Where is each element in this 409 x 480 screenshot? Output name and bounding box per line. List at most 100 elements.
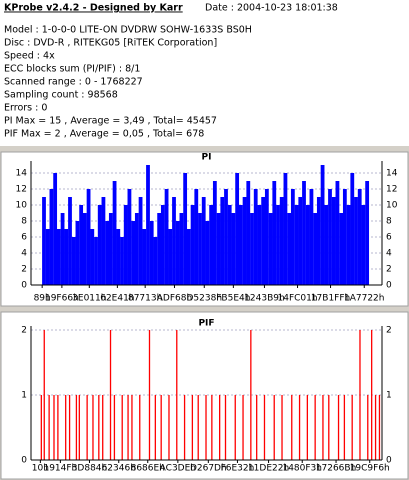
y-tick-label-right: 10 [386,201,398,211]
bar [101,197,106,285]
bar [97,205,102,285]
bar [346,205,351,285]
bar [250,213,254,285]
bar [78,395,80,460]
x-tick-label: 1A7722h [344,294,385,304]
bar [168,229,173,285]
bar [176,330,178,460]
y-tick-label: 14 [16,169,28,179]
y-tick-label-right: 12 [386,185,397,195]
bar [127,395,129,460]
bar [328,395,330,460]
x-tick-label: 19C9F6h [350,464,390,474]
x-tick-label: 1914Fh [43,464,77,474]
bar [157,213,162,285]
bar [79,205,84,285]
bar [224,189,228,285]
bar [322,395,324,460]
bar [121,395,123,460]
bar [331,197,336,285]
bar [291,395,293,460]
bar [138,197,143,285]
bar [235,173,240,285]
y-tick-label-right: 4 [386,249,392,259]
y-tick-label: 12 [16,185,27,195]
bar [94,237,98,285]
bar [131,221,136,285]
bar [109,330,112,460]
chart-title: PI [202,153,212,163]
bar [42,197,46,285]
x-tick-label: 8686Eh [131,464,165,474]
x-tick-label: 1480F3h [282,464,322,474]
bar [205,221,210,285]
bar [272,181,277,285]
info-line: PIF Max = 2 , Average = 0,05 , Total= 67… [4,129,204,140]
bar [43,330,45,460]
bar [108,213,113,285]
x-tick-label: F6E32h [221,464,255,474]
bar [337,395,340,460]
bar [68,395,71,460]
y-tick-label: 6 [21,233,27,243]
y-tick-label: 0 [21,456,27,466]
x-tick-label: 17B1FFh [311,294,350,304]
bar [246,181,251,285]
bar [60,213,65,285]
bar [378,395,381,460]
bar [197,395,199,460]
bar [142,229,147,285]
bar [120,237,124,285]
bar [367,395,369,460]
bar [279,197,284,285]
bar [168,395,170,460]
bar [234,395,236,460]
bar [92,395,94,460]
y-tick-label-right: 2 [386,265,392,275]
y-tick-label-right: 1 [386,391,392,401]
bar [148,330,151,460]
bar [86,395,88,460]
bar [371,330,373,460]
x-tick-label: 89h [34,294,51,304]
x-tick-label: AC3DEh [160,464,196,474]
bar [172,197,176,285]
bar [105,221,110,285]
x-tick-label: 3D884h [72,464,108,474]
bar [102,395,104,460]
bar [298,395,301,460]
bar [53,173,58,285]
bar [242,197,247,285]
x-tick-label: 3E011h [72,294,106,304]
y-tick-label: 1 [21,391,27,401]
bar [298,197,303,285]
bar [153,237,158,285]
y-tick-label: 4 [21,249,27,259]
x-tick-label: 19F66h [45,294,79,304]
bar [57,395,59,460]
info-line: Disc : DVD-R , RITEKG05 [RiTEK Corporati… [4,38,217,49]
info-line: Scanned range : 0 - 1768227 [4,77,143,88]
info-lines: Model : 1-0-0-0 LITE-ON DVDRW SOHW-1633S… [4,25,252,140]
header-panel [0,0,409,146]
y-tick-label: 10 [16,201,28,211]
bar [209,205,214,285]
x-tick-label: ADF68h [157,294,192,304]
bar [201,197,206,285]
bar [131,395,133,460]
bar [112,181,117,285]
bar [227,205,232,285]
bar [211,395,213,460]
bar [198,213,202,285]
bar [219,395,221,460]
bar [53,395,55,460]
bar [264,189,269,285]
bar [374,395,377,460]
bar [183,173,188,285]
x-tick-label: 14FC01h [278,294,318,304]
bar [191,395,194,460]
bar [98,395,100,460]
bar [350,173,355,285]
bar [256,395,258,460]
chart-title: PIF [198,319,214,329]
